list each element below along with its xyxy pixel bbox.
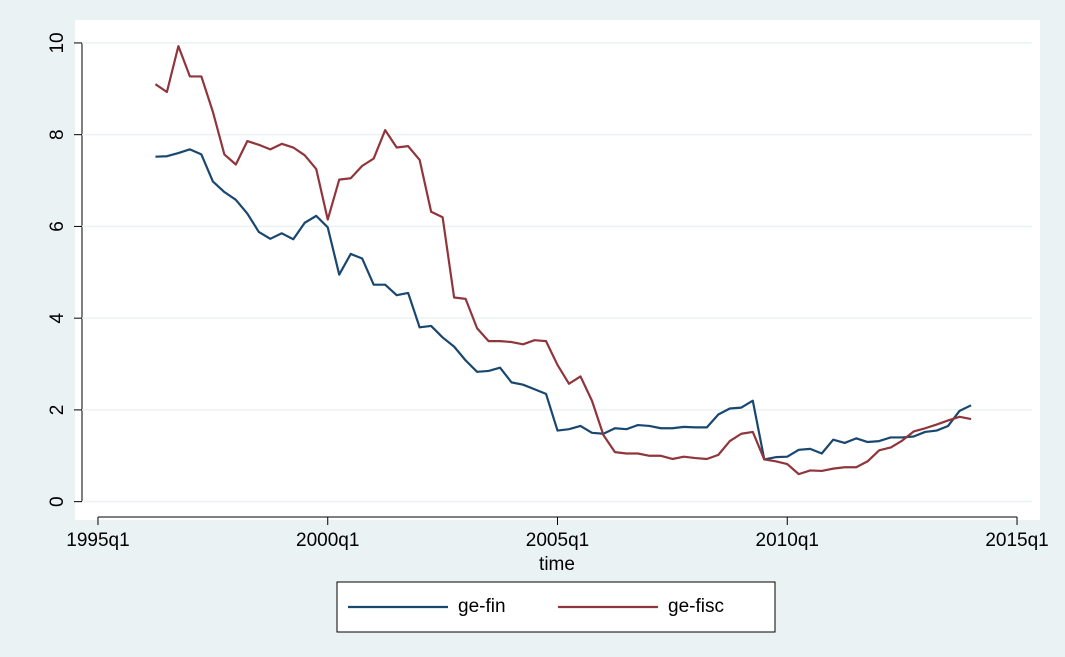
y-tick-label: 6 [47,221,68,232]
y-tick-label: 8 [47,129,68,140]
plot-area [75,20,1040,520]
line-series [154,45,972,476]
x-tick-label: 2005q1 [526,530,589,551]
x-tick-label: 2000q1 [296,530,359,551]
legend-label: ge-fisc [668,596,724,617]
x-axis-title: time [539,554,575,575]
y-tick-label: 4 [47,312,68,323]
x-tick-label: 2010q1 [756,530,819,551]
y-tick-label: 2 [47,405,68,416]
x-tick-label: 2015q1 [985,530,1048,551]
line-series [155,148,972,461]
legend-label: ge-fin [458,596,506,617]
y-tick-label: 10 [47,32,68,53]
y-tick-label: 0 [47,496,68,507]
x-tick-label: 1995q1 [66,530,129,551]
